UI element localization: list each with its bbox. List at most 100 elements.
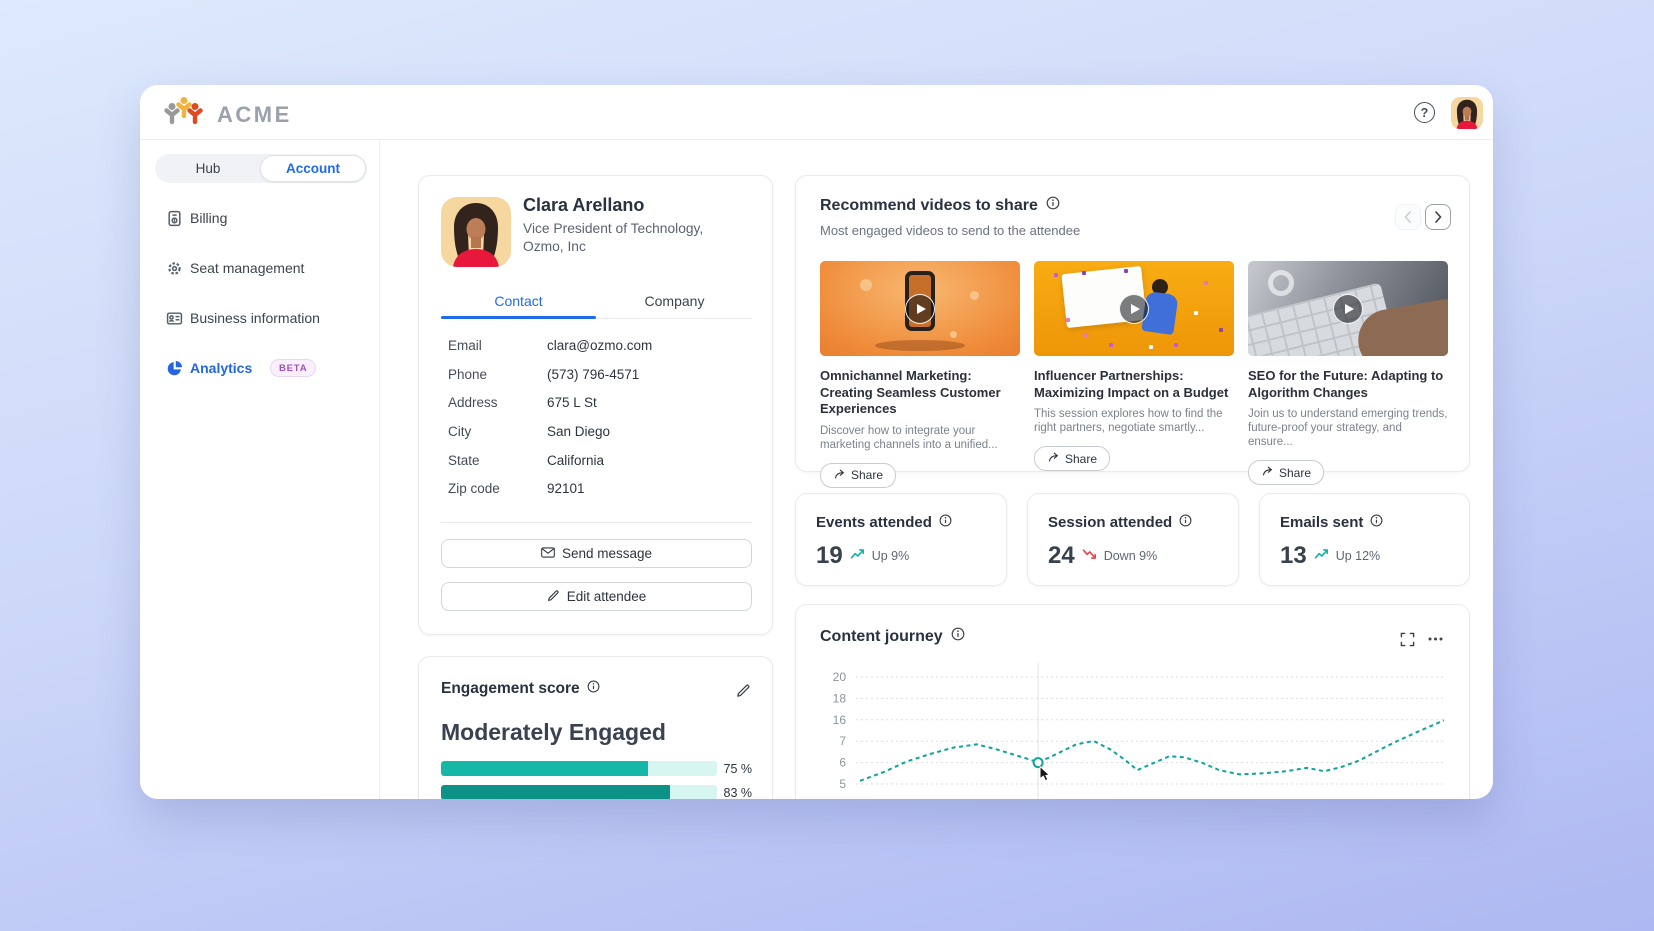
help-icon[interactable]: ? bbox=[1414, 102, 1435, 123]
progress-fill bbox=[441, 761, 648, 776]
stat-card-events-attended: Events attended 19 Up 9% bbox=[795, 493, 1007, 586]
stat-title: Events attended bbox=[816, 514, 952, 531]
field-value: 92101 bbox=[547, 481, 585, 496]
content-journey-chart[interactable]: 20 18 16 7 6 5 bbox=[816, 663, 1451, 799]
info-icon[interactable] bbox=[587, 680, 600, 698]
send-message-button[interactable]: Send message bbox=[441, 539, 752, 568]
share-icon bbox=[833, 468, 845, 483]
user-avatar[interactable] bbox=[1451, 97, 1483, 129]
video-thumbnail[interactable] bbox=[1034, 261, 1234, 356]
stat-trend-label: Up 12% bbox=[1335, 549, 1381, 563]
svg-text:6: 6 bbox=[839, 756, 846, 770]
share-button[interactable]: Share bbox=[1034, 446, 1111, 471]
recommend-videos-subtitle: Most engaged videos to send to the atten… bbox=[820, 223, 1081, 238]
share-label: Share bbox=[851, 468, 884, 482]
share-icon bbox=[1261, 465, 1273, 480]
edit-engagement-icon[interactable] bbox=[732, 679, 754, 701]
stat-card-emails-sent: Emails sent 13 Up 12% bbox=[1259, 493, 1470, 586]
stat-title-label: Session attended bbox=[1048, 514, 1173, 531]
stat-value: 24 bbox=[1048, 542, 1075, 569]
video-card: Influencer Partnerships: Maximizing Impa… bbox=[1034, 261, 1234, 471]
engagement-level: Moderately Engaged bbox=[441, 719, 666, 745]
video-title: Omnichannel Marketing: Creating Seamless… bbox=[820, 368, 1001, 416]
svg-text:5: 5 bbox=[839, 777, 846, 791]
thumbnail-art bbox=[1152, 279, 1168, 295]
tab-hub[interactable]: Hub bbox=[155, 154, 261, 183]
sidebar: Hub Account Billing bbox=[140, 140, 380, 799]
play-icon[interactable] bbox=[1333, 293, 1363, 324]
attendee-title-line2: Ozmo, Inc bbox=[523, 239, 586, 254]
field-value: California bbox=[547, 453, 605, 468]
trend-up-icon bbox=[850, 547, 865, 565]
id-card-icon bbox=[166, 309, 184, 327]
field-label: State bbox=[448, 453, 480, 468]
engagement-score-card: Engagement score Moderately Engaged bbox=[418, 656, 773, 799]
recommend-videos-title: Recommend videos to share bbox=[820, 196, 1060, 215]
sidebar-item-label: Billing bbox=[190, 210, 228, 226]
sidebar-item-analytics[interactable]: Analytics BETA bbox=[140, 353, 379, 383]
attendee-profile-card: Clara Arellano Vice President of Technol… bbox=[418, 175, 773, 635]
info-icon[interactable] bbox=[939, 514, 952, 531]
play-icon[interactable] bbox=[905, 293, 935, 324]
video-card: Omnichannel Marketing: Creating Seamless… bbox=[820, 261, 1020, 488]
invoice-icon bbox=[166, 209, 184, 227]
info-icon[interactable] bbox=[1046, 196, 1060, 215]
sidebar-item-seat-management[interactable]: Seat management bbox=[140, 253, 379, 283]
field-label: Zip code bbox=[448, 481, 500, 496]
content-journey-card: Content journey 20 18 16 7 6 5 bbox=[795, 604, 1470, 799]
field-value: 675 L St bbox=[547, 395, 597, 410]
fullscreen-icon[interactable] bbox=[1397, 629, 1417, 649]
info-icon[interactable] bbox=[1179, 514, 1192, 531]
attendee-avatar bbox=[441, 197, 511, 267]
tab-account[interactable]: Account bbox=[260, 155, 366, 182]
thumbnail-art bbox=[970, 291, 979, 300]
content-journey-label: Content journey bbox=[820, 627, 943, 645]
help-glyph: ? bbox=[1420, 105, 1429, 120]
tab-divider bbox=[441, 318, 752, 319]
video-thumbnail[interactable] bbox=[1248, 261, 1448, 356]
attendee-title: Vice President of Technology, Ozmo, Inc bbox=[523, 220, 758, 256]
engagement-score-title: Engagement score bbox=[441, 680, 600, 698]
svg-text:16: 16 bbox=[833, 713, 847, 727]
share-icon bbox=[1047, 451, 1059, 466]
svg-text:20: 20 bbox=[833, 670, 847, 684]
gear-icon bbox=[166, 259, 184, 277]
more-options-icon[interactable] bbox=[1425, 629, 1445, 649]
stat-value-row: 13 Up 12% bbox=[1280, 542, 1380, 570]
stat-title-label: Emails sent bbox=[1280, 514, 1364, 531]
app-window: ACME ? Hub Acc bbox=[140, 85, 1493, 799]
field-row-zip: Zip code 92101 bbox=[419, 481, 772, 510]
info-icon[interactable] bbox=[1370, 514, 1383, 531]
carousel-next-button[interactable] bbox=[1425, 204, 1451, 230]
stat-card-session-attended: Session attended 24 Down 9% bbox=[1027, 493, 1239, 586]
chevron-left-icon bbox=[1404, 211, 1411, 223]
video-thumbnail[interactable] bbox=[820, 261, 1020, 356]
tab-contact[interactable]: Contact bbox=[494, 293, 543, 309]
pie-chart-icon bbox=[166, 359, 184, 377]
tab-company[interactable]: Company bbox=[644, 293, 705, 309]
progress-percent: 83 % bbox=[723, 786, 753, 799]
share-label: Share bbox=[1065, 451, 1098, 466]
share-button[interactable]: Share bbox=[820, 462, 897, 488]
edit-attendee-label: Edit attendee bbox=[566, 589, 647, 604]
sidebar-item-label: Analytics bbox=[190, 360, 253, 376]
share-button[interactable]: Share bbox=[1248, 460, 1325, 485]
stat-title-label: Events attended bbox=[816, 514, 932, 531]
info-icon[interactable] bbox=[951, 627, 965, 646]
stat-value: 19 bbox=[816, 542, 843, 569]
recommend-videos-label: Recommend videos to share bbox=[820, 196, 1038, 214]
play-icon[interactable] bbox=[1119, 293, 1149, 324]
pencil-icon bbox=[547, 589, 560, 605]
send-message-label: Send message bbox=[561, 546, 653, 561]
app-header: ACME ? bbox=[140, 85, 1493, 140]
field-value: (573) 796-4571 bbox=[547, 367, 640, 382]
carousel-prev-button[interactable] bbox=[1395, 204, 1421, 230]
edit-attendee-button[interactable]: Edit attendee bbox=[441, 582, 752, 611]
content-journey-title: Content journey bbox=[820, 627, 965, 646]
sidebar-item-business-information[interactable]: Business information bbox=[140, 303, 379, 333]
thumbnail-art bbox=[860, 279, 872, 291]
svg-text:7: 7 bbox=[839, 734, 846, 748]
video-card: SEO for the Future: Adapting to Algorith… bbox=[1248, 261, 1448, 485]
sidebar-item-billing[interactable]: Billing bbox=[140, 203, 379, 233]
